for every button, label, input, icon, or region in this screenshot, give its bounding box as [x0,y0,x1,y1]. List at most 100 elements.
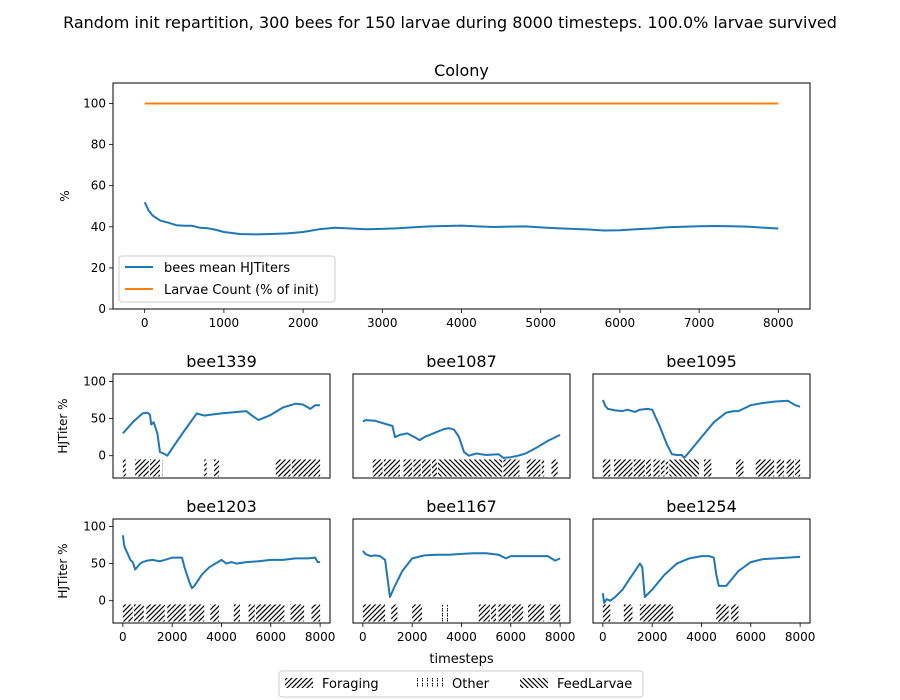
series-line [601,555,801,604]
activity-bar-foraging [639,604,674,622]
activity-bar-foraging [613,459,633,477]
x-tick-label: 2000 [288,316,319,330]
legend-frame [118,255,336,303]
activity-bar-foraging [623,604,633,622]
activity-bar-foraging [736,459,744,477]
activity-bar-foraging [189,604,205,622]
x-tick-label: 7000 [684,316,715,330]
x-tick-label: 1000 [209,316,240,330]
activity-bar-foraging [146,604,165,622]
series-line [362,419,561,459]
legend-box: Foraging Other FeedLarvae [278,670,644,698]
activity-bar-foraging [795,459,801,477]
activity-bar-foraging [233,604,240,622]
activity-bar-foraging [776,459,785,477]
activity-bar-foraging [275,459,291,477]
x-tick-label: 4000 [446,630,477,644]
axes-bee1167: bee1167 0 2000 4000 6000 8000 timesteps [352,497,575,667]
legend-label-feedlarvae: FeedLarvae [557,677,632,692]
activity-bar-foraging [491,604,497,622]
series-line [601,399,801,459]
activity-bar-foraging [716,604,729,622]
activity-bar-foraging [550,604,561,622]
activity-bar-foraging [653,459,660,477]
axes-frame [112,518,331,624]
axes-title: bee1095 [666,352,737,371]
x-tick-label: 2000 [637,630,668,644]
plot-area [362,550,561,622]
legend-swatch-foraging [285,678,313,688]
activity-bar-other [207,459,211,477]
plot-area [601,399,801,477]
activity-bar-foraging [731,604,739,622]
y-axis-label: % [58,190,72,201]
y-tick-label: 100 [83,519,106,533]
y-tick-label: 20 [91,261,106,275]
axes-frame [112,373,331,479]
activity-bar-feedlarvae [669,459,700,477]
series-line-bees-mean-hjtiters [143,201,779,236]
activity-bar-foraging [214,459,220,477]
y-tick-label: 0 [98,594,106,608]
x-axis-label: timesteps [429,652,493,667]
axes-title: bee1254 [666,497,737,516]
x-tick-label: 6000 [496,630,527,644]
activity-bar-foraging [541,459,545,477]
x-tick-label: 5000 [525,316,556,330]
activity-bar-foraging [755,459,775,477]
activity-bar-foraging [660,459,665,477]
activity-bar-foraging [149,459,160,477]
activity-bar-foraging [503,459,520,477]
activity-bar-foraging [512,604,524,622]
x-tick-label: 2000 [157,630,188,644]
x-tick-label: 8000 [305,630,336,644]
axes-bee1203: bee1203 0 50 100 0 2000 4000 6000 8000 HJTiter % [56,497,335,644]
x-tick-label: 0 [359,630,367,644]
x-tick-label: 2000 [397,630,428,644]
y-axis-label: HJTiter % [56,398,70,453]
activity-bar-foraging [248,604,255,622]
y-tick-label: 50 [91,557,106,571]
activity-bar-foraging [413,459,421,477]
activity-bar-foraging [602,604,611,622]
x-tick-label: 8000 [785,630,816,644]
y-tick-label: 80 [91,138,106,152]
activity-bar-foraging [204,459,207,477]
x-tick-label: 8000 [763,316,794,330]
activity-bar-foraging [362,604,386,622]
y-tick-label: 0 [98,449,106,463]
axes-title: bee1167 [426,497,497,516]
activity-bar-foraging [135,459,149,477]
plot-area [362,419,561,477]
legend-label: Larvae Count (% of init) [164,283,319,298]
activity-bar-foraging [422,459,431,477]
axes-bee1087: bee1087 [352,352,571,479]
activity-bar-feedlarvae [438,459,503,477]
y-tick-label: 100 [83,374,106,388]
activity-bar-other [441,604,448,622]
activity-bar-foraging [412,604,423,622]
activity-bar-foraging [122,604,133,622]
y-tick-label: 50 [91,412,106,426]
activity-bar-foraging [646,459,651,477]
x-tick-label: 3000 [367,316,398,330]
x-tick-label: 6000 [605,316,636,330]
axes-title: bee1203 [186,497,257,516]
activity-bar-foraging [665,459,669,477]
activity-bar-foraging [290,604,305,622]
x-tick-label: 4000 [206,630,237,644]
activity-bar-foraging [122,459,126,477]
axes-bee1254: bee1254 0 2000 4000 6000 8000 [592,497,816,644]
activity-bar-foraging [372,459,383,477]
legend-label: bees mean HJTiters [164,261,290,276]
axes-bee1339: bee1339 0 50 100 HJTiter % [56,352,331,479]
y-tick-label: 60 [91,179,106,193]
axes-title: bee1087 [426,352,497,371]
x-tick-label: 4000 [446,316,477,330]
x-tick-label: 0 [119,630,127,644]
legend-swatch-other [415,678,443,688]
series-line [121,535,321,590]
